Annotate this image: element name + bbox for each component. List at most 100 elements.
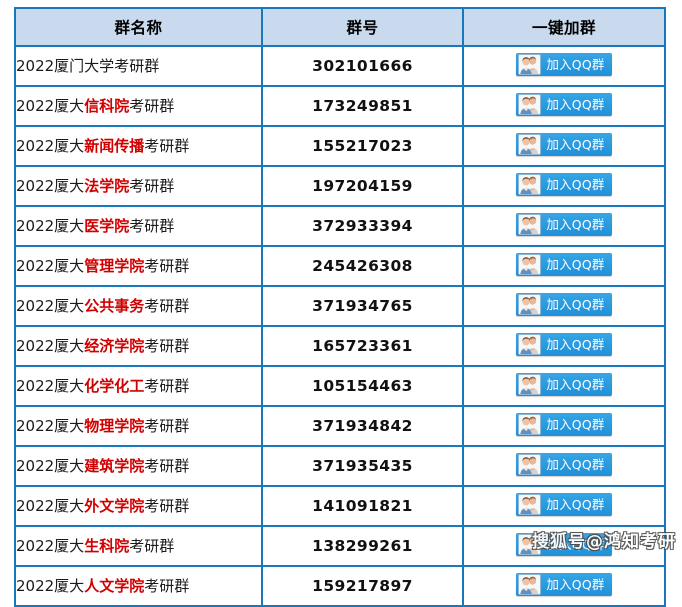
qq-group-avatar-icon (518, 214, 542, 235)
cell-group-name: 2022厦大建筑学院考研群 (14, 445, 263, 487)
cell-join-action: 加入QQ群 (462, 365, 666, 407)
join-button-label: 加入QQ群 (546, 457, 605, 472)
join-qq-group-button[interactable]: 加入QQ群 (516, 573, 612, 596)
group-name-highlight: 信科院 (84, 97, 130, 115)
join-button-label: 加入QQ群 (546, 417, 605, 432)
cell-group-name: 2022厦大人文学院考研群 (14, 565, 263, 607)
cell-group-name: 2022厦大经济学院考研群 (14, 325, 263, 367)
cell-join-action: 加入QQ群 (462, 565, 666, 607)
cell-join-action: 加入QQ群 (462, 165, 666, 207)
join-button-label: 加入QQ群 (546, 97, 605, 112)
cell-group-number: 372933394 (261, 205, 464, 247)
group-name-highlight: 建筑学院 (84, 457, 145, 475)
cell-group-number: 371934842 (261, 405, 464, 447)
qq-group-avatar-icon (518, 94, 542, 115)
join-button-label: 加入QQ群 (546, 497, 605, 512)
group-name-prefix: 2022厦大 (16, 337, 85, 355)
group-name-highlight: 物理学院 (84, 417, 145, 435)
join-qq-group-button[interactable]: 加入QQ群 (516, 293, 612, 316)
group-name-highlight: 法学院 (84, 177, 130, 195)
cell-group-name: 2022厦大法学院考研群 (14, 165, 263, 207)
group-name-suffix: 考研群 (144, 377, 190, 395)
join-qq-group-button[interactable]: 加入QQ群 (516, 373, 612, 396)
group-name-suffix: 考研群 (129, 217, 175, 235)
join-button-label: 加入QQ群 (546, 337, 605, 352)
cell-group-name: 2022厦门大学考研群 (14, 45, 263, 87)
group-name-prefix: 2022厦大 (16, 577, 85, 595)
group-name-prefix: 2022厦大 (16, 177, 85, 195)
group-name-highlight: 经济学院 (84, 337, 145, 355)
cell-group-number: 371935435 (261, 445, 464, 487)
group-name-prefix: 2022厦大 (16, 457, 85, 475)
join-button-label: 加入QQ群 (546, 257, 605, 272)
table-row: 2022厦大管理学院考研群 245426308 加入QQ群 (14, 245, 666, 287)
join-qq-group-button[interactable]: 加入QQ群 (516, 253, 612, 276)
group-name-prefix: 2022厦门大学 (16, 57, 115, 75)
qq-group-avatar-icon (518, 294, 542, 315)
cell-group-name: 2022厦大外文学院考研群 (14, 485, 263, 527)
group-name-prefix: 2022厦大 (16, 377, 85, 395)
join-button-label: 加入QQ群 (546, 217, 605, 232)
join-qq-group-button[interactable]: 加入QQ群 (516, 413, 612, 436)
join-button-label: 加入QQ群 (546, 377, 605, 392)
cell-group-name: 2022厦大新闻传播考研群 (14, 125, 263, 167)
cell-group-name: 2022厦大医学院考研群 (14, 205, 263, 247)
join-qq-group-button[interactable]: 加入QQ群 (516, 533, 612, 556)
join-button-label: 加入QQ群 (546, 57, 605, 72)
join-qq-group-button[interactable]: 加入QQ群 (516, 53, 612, 76)
column-header-group-number: 群号 (261, 7, 464, 47)
cell-group-number: 155217023 (261, 125, 464, 167)
join-qq-group-button[interactable]: 加入QQ群 (516, 333, 612, 356)
join-qq-group-button[interactable]: 加入QQ群 (516, 133, 612, 156)
table-row: 2022厦大医学院考研群 372933394 加入QQ群 (14, 205, 666, 247)
qq-group-avatar-icon (518, 574, 542, 595)
cell-group-number: 173249851 (261, 85, 464, 127)
group-name-highlight: 生科院 (84, 537, 130, 555)
cell-group-number: 302101666 (261, 45, 464, 87)
group-name-suffix: 考研群 (144, 497, 190, 515)
group-name-suffix: 考研群 (129, 177, 175, 195)
group-name-highlight: 人文学院 (84, 577, 145, 595)
qq-group-avatar-icon (518, 174, 542, 195)
join-qq-group-button[interactable]: 加入QQ群 (516, 453, 612, 476)
cell-group-name: 2022厦大物理学院考研群 (14, 405, 263, 447)
group-name-prefix: 2022厦大 (16, 537, 85, 555)
group-name-highlight: 公共事务 (84, 297, 145, 315)
qq-group-avatar-icon (518, 254, 542, 275)
qq-group-table: 群名称 群号 一键加群 2022厦门大学考研群 302101666 加入QQ群 202… (14, 7, 666, 607)
join-qq-group-button[interactable]: 加入QQ群 (516, 213, 612, 236)
cell-join-action: 加入QQ群 (462, 405, 666, 447)
table-row: 2022厦大物理学院考研群 371934842 加入QQ群 (14, 405, 666, 447)
table-row: 2022厦大建筑学院考研群 371935435 加入QQ群 (14, 445, 666, 487)
cell-join-action: 加入QQ群 (462, 45, 666, 87)
cell-group-number: 245426308 (261, 245, 464, 287)
table-body: 2022厦门大学考研群 302101666 加入QQ群 2022厦大信科院考研群 173… (14, 45, 666, 607)
cell-group-number: 159217897 (261, 565, 464, 607)
cell-join-action: 加入QQ群 (462, 445, 666, 487)
group-name-suffix: 考研群 (129, 97, 175, 115)
column-header-group-name: 群名称 (14, 7, 263, 47)
join-qq-group-button[interactable]: 加入QQ群 (516, 493, 612, 516)
group-name-suffix: 考研群 (144, 137, 190, 155)
group-name-highlight: 化学化工 (84, 377, 145, 395)
group-name-prefix: 2022厦大 (16, 97, 85, 115)
group-name-highlight: 外文学院 (84, 497, 145, 515)
qq-group-avatar-icon (518, 134, 542, 155)
group-name-highlight: 新闻传播 (84, 137, 145, 155)
join-qq-group-button[interactable]: 加入QQ群 (516, 173, 612, 196)
cell-group-number: 371934765 (261, 285, 464, 327)
cell-group-number: 197204159 (261, 165, 464, 207)
table-row: 2022厦大公共事务考研群 371934765 加入QQ群 (14, 285, 666, 327)
qq-group-avatar-icon (518, 374, 542, 395)
qq-group-avatar-icon (518, 534, 542, 555)
join-button-label: 加入QQ群 (546, 177, 605, 192)
join-qq-group-button[interactable]: 加入QQ群 (516, 93, 612, 116)
table-row: 2022厦大化学化工考研群 105154463 加入QQ群 (14, 365, 666, 407)
group-name-suffix: 考研群 (144, 417, 190, 435)
table-row: 2022厦大新闻传播考研群 155217023 加入QQ群 (14, 125, 666, 167)
qq-group-avatar-icon (518, 454, 542, 475)
cell-group-number: 141091821 (261, 485, 464, 527)
cell-group-number: 138299261 (261, 525, 464, 567)
cell-join-action: 加入QQ群 (462, 485, 666, 527)
cell-group-name: 2022厦大管理学院考研群 (14, 245, 263, 287)
